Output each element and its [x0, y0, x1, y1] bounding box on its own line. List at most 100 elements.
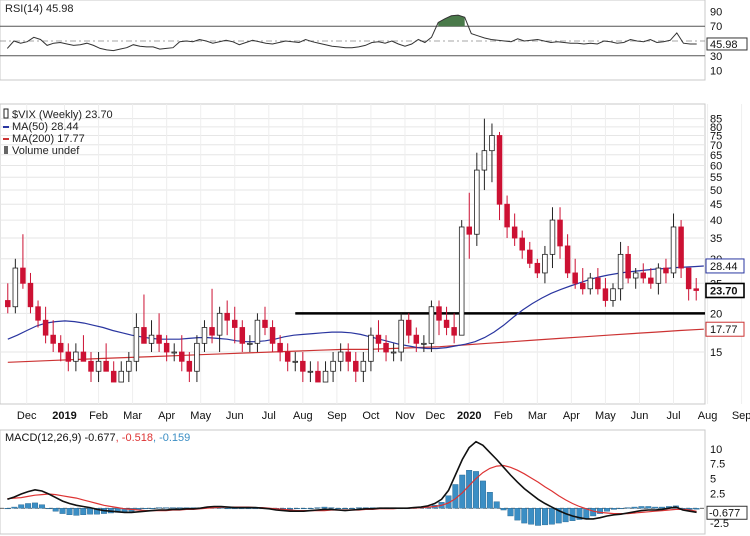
macd-hist-bar [514, 508, 521, 521]
candle-body [186, 360, 193, 372]
macd-tick-label: -2.5 [710, 518, 729, 530]
macd-hist-bar [176, 507, 183, 509]
candles [5, 118, 699, 383]
candle-body [632, 272, 639, 279]
price-badge [705, 258, 745, 274]
candle-body [277, 342, 283, 353]
price-tick-label: 50 [710, 185, 722, 197]
candle-body [126, 360, 132, 372]
macd-hist-bar [355, 507, 362, 509]
candle-body [73, 351, 79, 362]
price-badges: 28.44 23.70 17.77 [705, 258, 745, 337]
macd-hist-bar [66, 508, 73, 515]
macd-hist-bar [321, 506, 328, 509]
macd-hist-bar [555, 508, 562, 524]
candle-body [353, 360, 359, 372]
candle-body [390, 351, 397, 354]
macd-hist-bar [507, 508, 514, 517]
macd-legend-item: , -0.518 [116, 432, 153, 444]
macd-hist-bar [156, 507, 163, 509]
macd-hist-bar [576, 508, 583, 520]
candle-body [88, 360, 94, 372]
candle-body [436, 306, 442, 321]
candle-body [110, 370, 117, 383]
macd-hist-bar [349, 508, 355, 510]
rsi-tick-label: 90 [710, 6, 722, 18]
macd-hist-bar [466, 470, 473, 509]
month-label: May [595, 410, 616, 422]
macd-legend: MACD(12,26,9) -0.677, -0.518, -0.159 [5, 432, 190, 444]
candle-body [542, 253, 548, 274]
candle-body [20, 267, 26, 284]
month-label: Dec [17, 410, 37, 422]
price-badge-text: 17.77 [710, 324, 738, 336]
candle-body [587, 277, 594, 290]
macd-hist-bar [597, 508, 604, 514]
macd-legend-text: MACD(12,26,9) -0.677, -0.518, -0.159 [5, 432, 190, 444]
macd-hist-bar [645, 506, 652, 509]
price-tick-label: 85 [710, 114, 722, 126]
macd-tick-label: 5 [710, 474, 716, 486]
candle-body [292, 360, 299, 363]
candle-body [35, 306, 41, 321]
candle-body [224, 312, 230, 321]
candle-body [610, 288, 616, 301]
macd-tick-label: 2.5 [710, 488, 725, 500]
candle-body [360, 360, 367, 372]
candle-body [511, 226, 518, 239]
month-label: 2019 [52, 410, 76, 422]
month-label: Jun [631, 410, 649, 422]
month-label: Aug [293, 410, 313, 422]
macd-tick-label: 7.5 [710, 459, 725, 471]
candle-body [284, 351, 291, 362]
price-tick-label: 35 [710, 233, 722, 245]
candle-body [595, 277, 601, 290]
macd-hist-bar [342, 508, 349, 510]
price-tick-label: 65 [710, 150, 722, 162]
month-label: Aug [698, 410, 718, 422]
candle-body [118, 370, 125, 383]
macd-hist-bar [169, 507, 176, 509]
month-label: 2020 [457, 410, 481, 422]
candle-body [65, 351, 72, 362]
candle-body [534, 262, 541, 274]
candle-body [42, 319, 49, 336]
macd-hist-bar [652, 506, 659, 509]
candle-body [443, 319, 450, 328]
candle-body [80, 351, 87, 362]
macd-hist-bar [38, 504, 45, 509]
candle-body [504, 203, 510, 228]
rsi-panel: 103050709045.98 RSI(14) 45.98 [0, 0, 748, 81]
candle-body [148, 334, 155, 344]
price-badge-text: 28.44 [710, 261, 738, 273]
candle-body [231, 319, 238, 328]
month-label: Feb [494, 410, 513, 422]
price-legend-label: MA(50) 28.44 [12, 121, 79, 133]
candle-body [663, 267, 669, 274]
macd-hist-bar [142, 508, 149, 510]
candle-body [201, 327, 208, 344]
macd-hist-bar [80, 508, 87, 515]
month-label: Oct [362, 410, 379, 422]
month-label: May [190, 410, 211, 422]
candle-body [466, 226, 473, 235]
candle-body [496, 135, 503, 205]
rsi-tick-label: 30 [710, 51, 722, 63]
macd-tick-label: 10 [710, 444, 722, 456]
macd-hist-bar [638, 506, 645, 509]
candle-body [315, 370, 321, 383]
rsi-tick-label: 70 [710, 21, 722, 33]
macd-hist-bar [328, 507, 335, 509]
candle-body [405, 319, 412, 336]
candle-body [481, 150, 488, 171]
price-tick-label: 60 [710, 161, 722, 173]
candle-body [179, 351, 185, 362]
macd-hist-bar [473, 471, 479, 509]
candle-body [564, 245, 571, 274]
candle-body [579, 282, 586, 290]
candle-body [625, 253, 631, 279]
candle-body [163, 342, 170, 353]
macd-hist-bar [307, 508, 314, 510]
price-legend-label: $VIX (Weekly) 23.70 [12, 109, 113, 121]
